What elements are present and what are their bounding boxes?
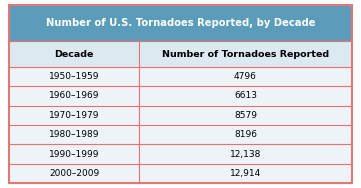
Text: 1990–1999: 1990–1999	[49, 150, 99, 159]
Text: Number of U.S. Tornadoes Reported, by Decade: Number of U.S. Tornadoes Reported, by De…	[46, 18, 315, 28]
Text: 8196: 8196	[234, 130, 257, 139]
Text: 1980–1989: 1980–1989	[49, 130, 99, 139]
Text: 8579: 8579	[234, 111, 257, 120]
Text: Decade: Decade	[54, 50, 94, 58]
Text: 2000–2009: 2000–2009	[49, 169, 99, 178]
Text: Number of Tornadoes Reported: Number of Tornadoes Reported	[162, 50, 329, 58]
Text: 1950–1959: 1950–1959	[49, 72, 99, 81]
Text: 1960–1969: 1960–1969	[49, 91, 99, 100]
Text: 6613: 6613	[234, 91, 257, 100]
Text: 12,138: 12,138	[230, 150, 261, 159]
Text: 12,914: 12,914	[230, 169, 261, 178]
Text: 1970–1979: 1970–1979	[49, 111, 99, 120]
Text: 4796: 4796	[234, 72, 257, 81]
